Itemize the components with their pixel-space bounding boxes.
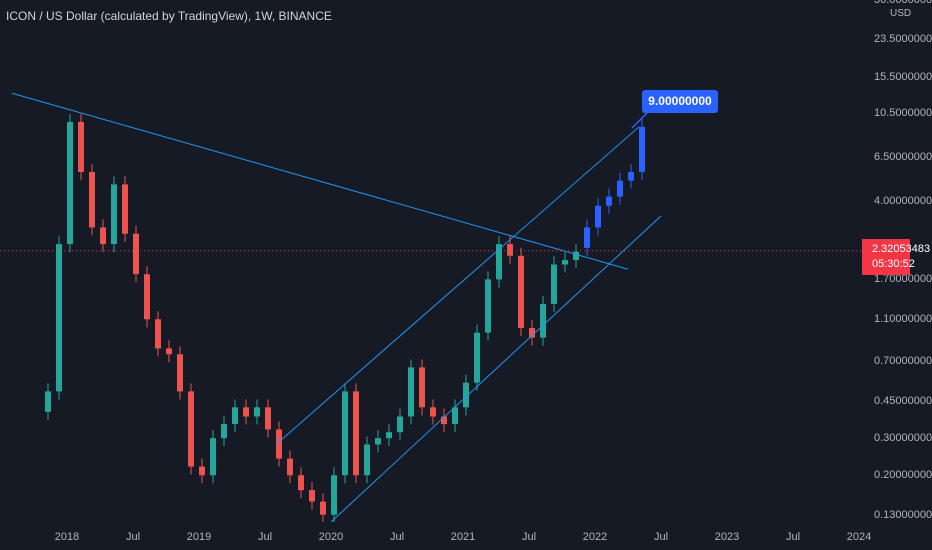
current-price-badge: 2.32053483 05:30:52: [862, 239, 931, 275]
price-tick: 15.50000000: [874, 71, 932, 84]
trendline[interactable]: [11, 92, 629, 270]
chart-canvas[interactable]: [0, 0, 862, 522]
price-tick: 0.13000000: [874, 508, 932, 521]
candle: [265, 407, 271, 430]
candle: [287, 458, 293, 476]
candle: [166, 348, 172, 355]
price-tick: 0.70000000: [874, 354, 932, 367]
time-tick: Jul: [389, 531, 405, 543]
candle: [331, 475, 337, 515]
projection-candle: [639, 126, 645, 172]
callout-leader: [631, 109, 651, 129]
time-tick: 2024: [846, 531, 872, 543]
time-tick: 2019: [186, 531, 212, 543]
candle: [408, 367, 414, 417]
trendline[interactable]: [275, 126, 640, 445]
price-axis[interactable]: 36.00000000 23.50000000 15.50000000 10.5000…: [862, 0, 932, 522]
candle: [254, 407, 260, 417]
candle: [188, 391, 194, 467]
candle: [298, 475, 304, 491]
trendline[interactable]: [330, 215, 662, 522]
time-axis[interactable]: 2018 Jul 2019 Jul 2020 Jul 2021 Jul 2022 Jul 2023 J…: [0, 522, 871, 550]
candle: [496, 244, 502, 280]
candle: [529, 327, 535, 338]
candle: [430, 407, 436, 417]
time-tick: Jul: [257, 531, 273, 543]
projection-candle: [584, 227, 590, 248]
candle: [78, 121, 84, 172]
candle: [243, 407, 249, 417]
price-tick: 0.30000000: [874, 432, 932, 445]
candle: [386, 432, 392, 439]
currency-label: USD: [890, 8, 912, 19]
candle: [353, 391, 359, 476]
price-target-callout[interactable]: 9.00000000: [642, 90, 718, 113]
candle: [397, 416, 403, 433]
bar-countdown: 05:30:52: [872, 258, 915, 270]
candle: [540, 303, 546, 338]
projection-candle: [606, 196, 612, 206]
candle: [485, 279, 491, 333]
candle: [441, 416, 447, 425]
candle: [364, 444, 370, 476]
chart-title: ICON / US Dollar (calculated by TradingV…: [6, 9, 332, 23]
candles-layer: [45, 113, 645, 522]
candle: [320, 501, 326, 515]
candle: [199, 466, 205, 476]
candle: [210, 438, 216, 476]
candle: [276, 429, 282, 459]
price-tick: 6.50000000: [874, 150, 932, 163]
candle: [100, 227, 106, 245]
time-tick: Jul: [521, 531, 537, 543]
price-tick: 0.45000000: [874, 395, 932, 408]
candle: [452, 407, 458, 425]
candle: [155, 319, 161, 349]
time-tick: Jul: [785, 531, 801, 543]
projection-candle: [628, 171, 634, 181]
candle: [309, 490, 315, 502]
time-tick: Jul: [653, 531, 669, 543]
candle: [419, 367, 425, 408]
candle: [221, 424, 227, 439]
candle: [463, 382, 469, 408]
time-tick: 2023: [714, 531, 740, 543]
time-tick: 2021: [450, 531, 476, 543]
time-tick: 2020: [318, 531, 344, 543]
price-tick: 36.00000000: [874, 0, 932, 6]
candle: [551, 264, 557, 304]
candle: [133, 233, 139, 275]
candle: [122, 184, 128, 234]
time-tick: 2018: [54, 531, 80, 543]
candle: [518, 255, 524, 328]
candle: [375, 438, 381, 445]
candle: [45, 391, 51, 412]
candle: [232, 407, 238, 425]
price-tick: 4.00000000: [874, 195, 932, 208]
candle: [507, 244, 513, 256]
projection-candle: [617, 180, 623, 197]
price-tick: 0.20000000: [874, 469, 932, 482]
candle: [342, 391, 348, 476]
current-price-value: 2.32053483: [872, 243, 931, 255]
price-tick: 1.70000000: [874, 273, 932, 286]
time-tick: Jul: [125, 531, 141, 543]
candle: [474, 332, 480, 383]
candle: [89, 171, 95, 228]
price-tick: 1.10000000: [874, 313, 932, 326]
time-tick: 2022: [582, 531, 608, 543]
projection-candle: [595, 205, 601, 228]
price-tick: 10.50000000: [874, 106, 932, 119]
candle: [144, 274, 150, 320]
price-tick: 23.50000000: [874, 33, 932, 46]
candle: [67, 121, 73, 245]
candle: [177, 354, 183, 392]
candle: [562, 260, 568, 265]
trendlines-layer[interactable]: [11, 92, 662, 522]
candle: [573, 251, 579, 261]
candle: [56, 244, 62, 392]
candle: [111, 184, 117, 245]
